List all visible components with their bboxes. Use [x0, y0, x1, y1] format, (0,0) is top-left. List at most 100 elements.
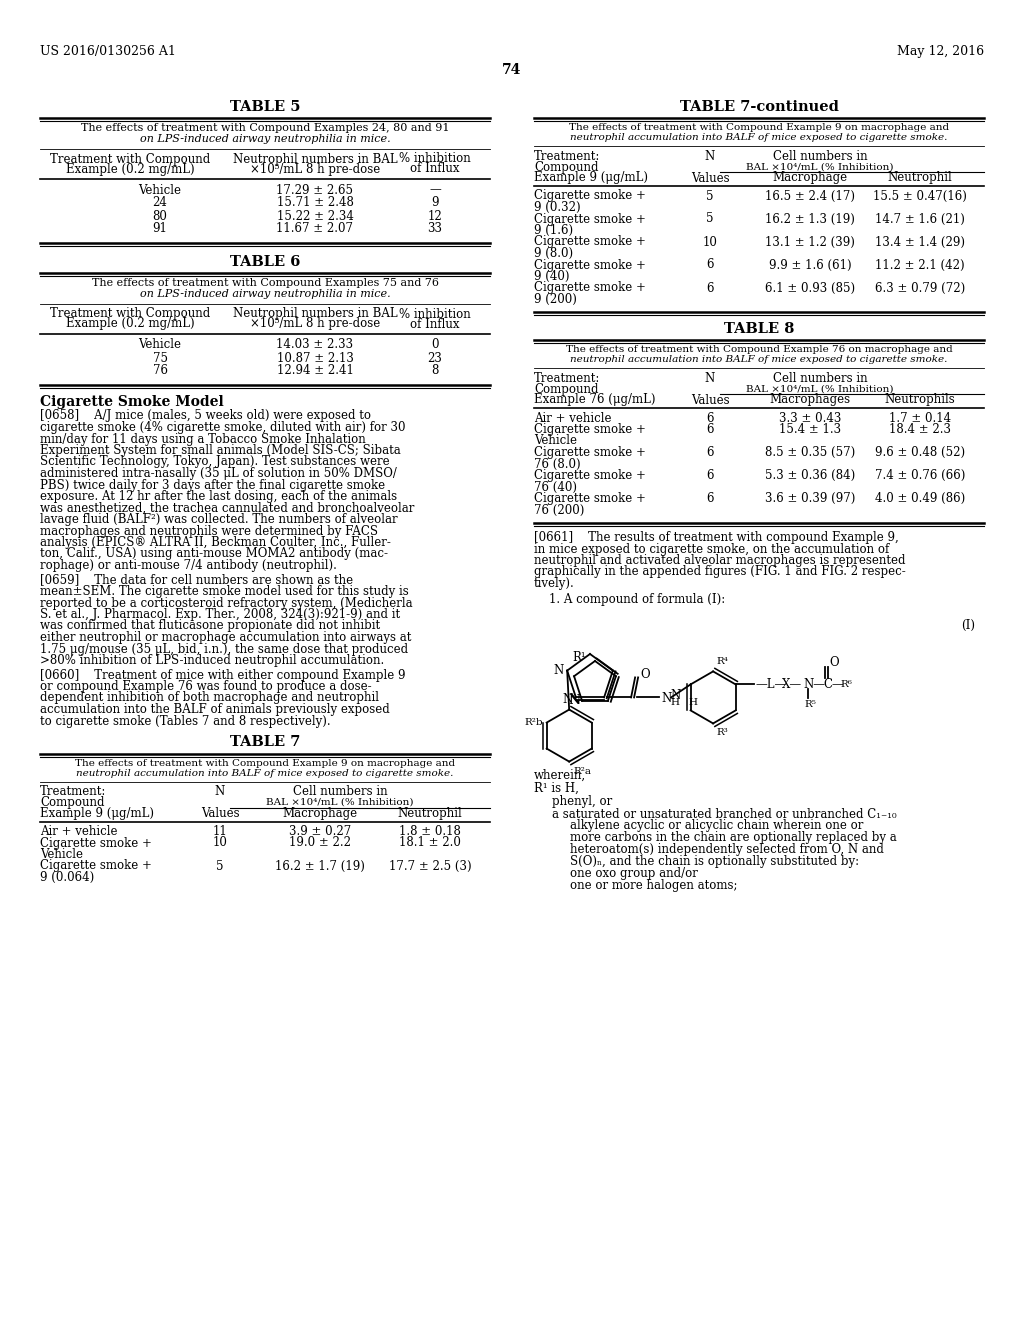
- Text: Cigarette smoke +: Cigarette smoke +: [534, 213, 646, 226]
- Text: R⁴: R⁴: [716, 657, 728, 667]
- Text: neutrophil and activated alveolar macrophages is represented: neutrophil and activated alveolar macrop…: [534, 554, 905, 568]
- Text: [0661]    The results of treatment with compound Example 9,: [0661] The results of treatment with com…: [534, 531, 899, 544]
- Text: Treatment:: Treatment:: [40, 785, 106, 799]
- Text: 16.5 ± 2.4 (17): 16.5 ± 2.4 (17): [765, 190, 855, 202]
- Text: 6: 6: [707, 412, 714, 425]
- Text: BAL ×10⁴/mL (% Inhibition): BAL ×10⁴/mL (% Inhibition): [746, 384, 894, 393]
- Text: BAL ×10⁴/mL (% Inhibition): BAL ×10⁴/mL (% Inhibition): [746, 162, 894, 172]
- Text: 3.3 ± 0.43: 3.3 ± 0.43: [779, 412, 841, 425]
- Text: heteroatom(s) independently selected from O, N and: heteroatom(s) independently selected fro…: [570, 843, 884, 857]
- Text: on LPS-induced airway neutrophilia in mice.: on LPS-induced airway neutrophilia in mi…: [139, 289, 390, 300]
- Text: 5: 5: [707, 213, 714, 226]
- Text: Example 9 (μg/mL): Example 9 (μg/mL): [534, 172, 648, 185]
- Text: 6: 6: [707, 259, 714, 272]
- Text: 7.4 ± 0.76 (66): 7.4 ± 0.76 (66): [874, 469, 966, 482]
- Text: neutrophil accumulation into BALF of mice exposed to cigarette smoke.: neutrophil accumulation into BALF of mic…: [77, 770, 454, 777]
- Text: Macrophage: Macrophage: [283, 807, 357, 820]
- Text: 16.2 ± 1.3 (19): 16.2 ± 1.3 (19): [765, 213, 855, 226]
- Text: R⁵: R⁵: [805, 701, 816, 709]
- Text: 13.4 ± 1.4 (29): 13.4 ± 1.4 (29): [874, 235, 965, 248]
- Text: Cell numbers in: Cell numbers in: [773, 149, 867, 162]
- Text: N: N: [705, 371, 715, 384]
- Text: Cigarette smoke +: Cigarette smoke +: [534, 259, 646, 272]
- Text: Cigarette smoke +: Cigarette smoke +: [534, 446, 646, 459]
- Text: 0: 0: [431, 338, 438, 351]
- Text: 6: 6: [707, 422, 714, 436]
- Text: macrophages and neutrophils were determined by FACS: macrophages and neutrophils were determi…: [40, 524, 378, 537]
- Text: Cigarette smoke +: Cigarette smoke +: [534, 235, 646, 248]
- Text: R⁶: R⁶: [841, 680, 853, 689]
- Text: 12: 12: [428, 210, 442, 223]
- Text: 3.6 ± 0.39 (97): 3.6 ± 0.39 (97): [765, 492, 855, 506]
- Text: The effects of treatment with Compound Examples 75 and 76: The effects of treatment with Compound E…: [91, 279, 438, 288]
- Text: May 12, 2016: May 12, 2016: [897, 45, 984, 58]
- Text: in mice exposed to cigarette smoke, on the accumulation of: in mice exposed to cigarette smoke, on t…: [534, 543, 889, 556]
- Text: N: N: [215, 785, 225, 799]
- Text: Vehicle: Vehicle: [138, 183, 181, 197]
- Text: C—: C—: [823, 678, 845, 690]
- Text: >80% inhibition of LPS-induced neutrophil accumulation.: >80% inhibition of LPS-induced neutrophi…: [40, 653, 384, 667]
- Text: 11.2 ± 2.1 (42): 11.2 ± 2.1 (42): [876, 259, 965, 272]
- Text: one oxo group and/or: one oxo group and/or: [570, 867, 698, 880]
- Text: 14.7 ± 1.6 (21): 14.7 ± 1.6 (21): [876, 213, 965, 226]
- Text: N—: N—: [804, 678, 825, 690]
- Text: 91: 91: [153, 223, 168, 235]
- Text: Example (0.2 mg/mL): Example (0.2 mg/mL): [66, 162, 195, 176]
- Text: TABLE 8: TABLE 8: [724, 322, 795, 337]
- Text: O: O: [640, 668, 650, 681]
- Text: [0660]    Treatment of mice with either compound Example 9: [0660] Treatment of mice with either com…: [40, 668, 406, 681]
- Text: R²b: R²b: [524, 718, 543, 727]
- Text: TABLE 7: TABLE 7: [229, 735, 300, 750]
- Text: Cigarette Smoke Model: Cigarette Smoke Model: [40, 395, 224, 409]
- Text: H: H: [688, 698, 697, 708]
- Text: tively).: tively).: [534, 577, 574, 590]
- Text: of Influx: of Influx: [411, 318, 460, 330]
- Text: BAL ×10⁴/mL (% Inhibition): BAL ×10⁴/mL (% Inhibition): [266, 799, 414, 807]
- Text: Macrophage: Macrophage: [772, 172, 848, 185]
- Text: Cell numbers in: Cell numbers in: [293, 785, 387, 799]
- Text: 8: 8: [431, 364, 438, 378]
- Text: on LPS-induced airway neutrophilia in mice.: on LPS-induced airway neutrophilia in mi…: [139, 135, 390, 144]
- Text: —: —: [429, 183, 441, 197]
- Text: Air + vehicle: Air + vehicle: [534, 412, 611, 425]
- Text: 10: 10: [702, 235, 718, 248]
- Text: US 2016/0130256 A1: US 2016/0130256 A1: [40, 45, 176, 58]
- Text: Vehicle: Vehicle: [534, 434, 577, 447]
- Text: 8.5 ± 0.35 (57): 8.5 ± 0.35 (57): [765, 446, 855, 459]
- Text: 9: 9: [431, 197, 438, 210]
- Text: 18.1 ± 2.0: 18.1 ± 2.0: [399, 837, 461, 850]
- Text: 6: 6: [707, 446, 714, 459]
- Text: Values: Values: [201, 807, 240, 820]
- Text: 23: 23: [428, 351, 442, 364]
- Text: accumulation into the BALF of animals previously exposed: accumulation into the BALF of animals pr…: [40, 704, 390, 715]
- Text: TABLE 6: TABLE 6: [229, 255, 300, 269]
- Text: was anesthetized, the trachea cannulated and bronchoalveolar: was anesthetized, the trachea cannulated…: [40, 502, 415, 515]
- Text: 9 (40): 9 (40): [534, 271, 569, 282]
- Text: 6.1 ± 0.93 (85): 6.1 ± 0.93 (85): [765, 281, 855, 294]
- Text: N: N: [562, 693, 572, 706]
- Text: phenyl, or: phenyl, or: [552, 795, 612, 808]
- Text: 10: 10: [213, 837, 227, 850]
- Text: mean±SEM. The cigarette smoke model used for this study is: mean±SEM. The cigarette smoke model used…: [40, 585, 409, 598]
- Text: 11.67 ± 2.07: 11.67 ± 2.07: [276, 223, 353, 235]
- Text: Values: Values: [690, 172, 729, 185]
- Text: R³: R³: [716, 729, 728, 738]
- Text: 74: 74: [503, 63, 521, 77]
- Text: 15.22 ± 2.34: 15.22 ± 2.34: [276, 210, 353, 223]
- Text: 5.3 ± 0.36 (84): 5.3 ± 0.36 (84): [765, 469, 855, 482]
- Text: 5: 5: [707, 190, 714, 202]
- Text: The effects of treatment with Compound Example 9 on macrophage and: The effects of treatment with Compound E…: [569, 124, 949, 132]
- Text: Values: Values: [690, 393, 729, 407]
- Text: 9.6 ± 0.48 (52): 9.6 ± 0.48 (52): [874, 446, 965, 459]
- Text: H: H: [670, 698, 679, 708]
- Text: one or more halogen atoms;: one or more halogen atoms;: [570, 879, 737, 892]
- Text: S(O)ₙ, and the chain is optionally substituted by:: S(O)ₙ, and the chain is optionally subst…: [570, 855, 859, 869]
- Text: Compound: Compound: [534, 383, 598, 396]
- Text: [0658]    A/J mice (males, 5 weeks old) were exposed to: [0658] A/J mice (males, 5 weeks old) wer…: [40, 409, 371, 422]
- Text: Neutrophil numbers in BAL: Neutrophil numbers in BAL: [232, 153, 397, 165]
- Text: TABLE 7-continued: TABLE 7-continued: [680, 100, 839, 114]
- Text: 10.87 ± 2.13: 10.87 ± 2.13: [276, 351, 353, 364]
- Text: 76 (200): 76 (200): [534, 503, 585, 516]
- Text: 14.03 ± 2.33: 14.03 ± 2.33: [276, 338, 353, 351]
- Text: Treatment with Compound: Treatment with Compound: [50, 308, 210, 321]
